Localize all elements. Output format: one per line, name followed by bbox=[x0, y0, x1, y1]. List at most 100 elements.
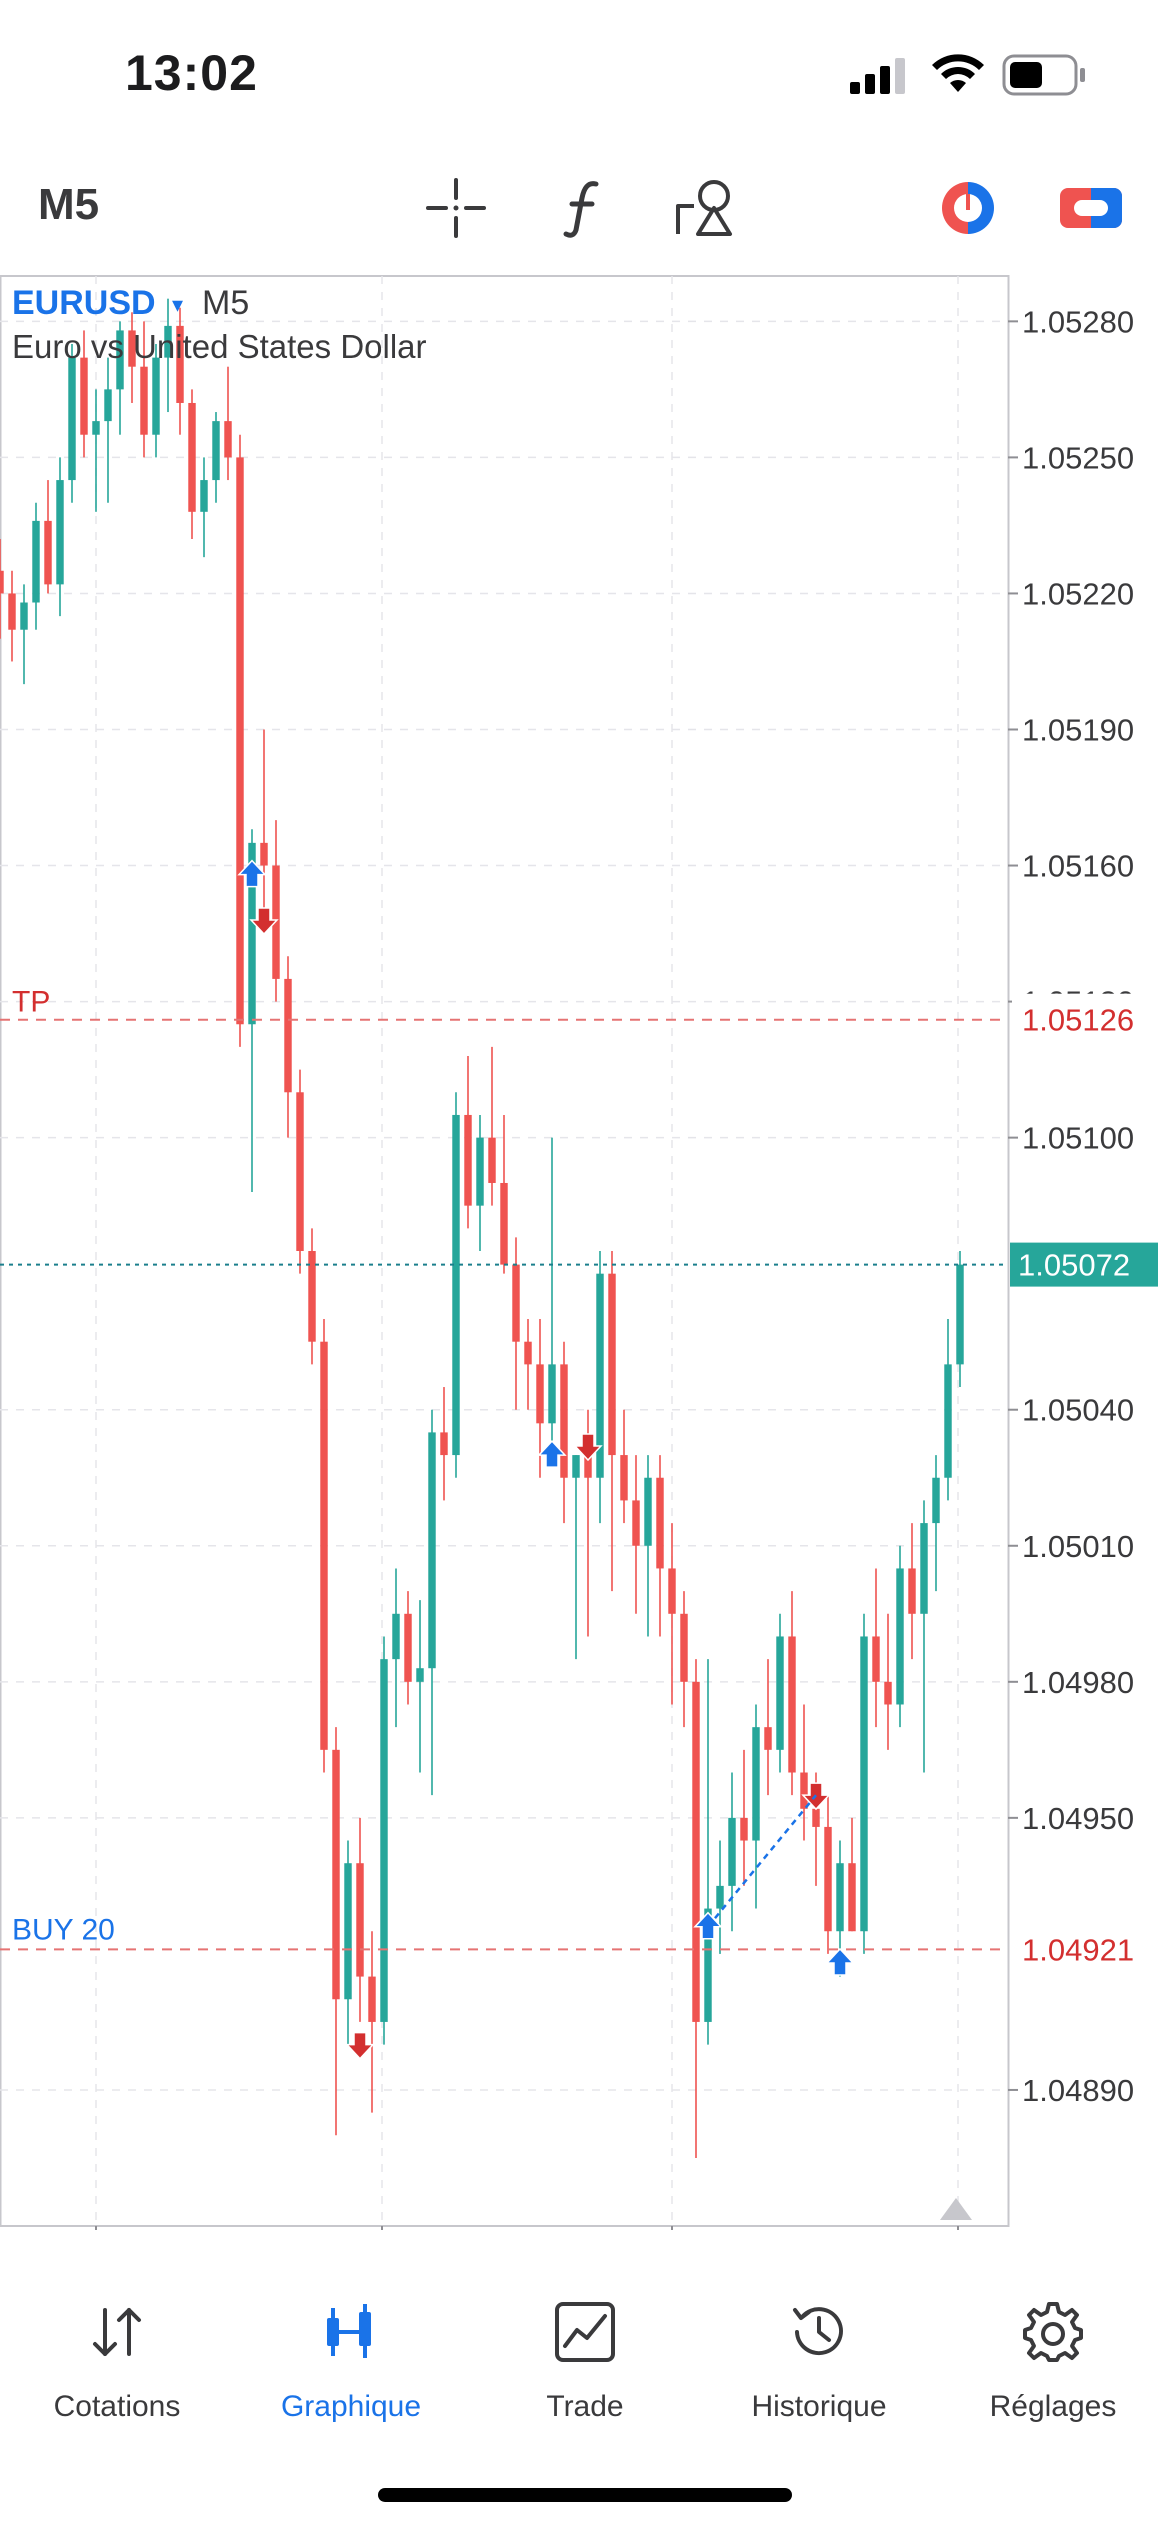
y-tick-label: 1.04980 bbox=[1022, 1665, 1134, 1700]
candle-body bbox=[200, 480, 208, 512]
candle-body bbox=[248, 842, 256, 1025]
candlestick-chart[interactable]: 1.05280 1.05250 1.05220 1.05190 1.05160 1.051… bbox=[0, 274, 1170, 2230]
chart-symbol[interactable]: EURUSD bbox=[12, 284, 156, 322]
price-chart[interactable]: 1.05280 1.05250 1.05220 1.05190 1.05160 1.051… bbox=[0, 274, 1170, 2230]
candle-body bbox=[764, 1727, 772, 1750]
candle-body bbox=[548, 1364, 556, 1424]
candle-body bbox=[884, 1681, 892, 1705]
candle-body bbox=[956, 1264, 964, 1365]
candle-body bbox=[476, 1137, 484, 1206]
y-tick-label: 1.05250 bbox=[1022, 440, 1134, 475]
tab-trade-label: Trade bbox=[546, 2390, 624, 2423]
candle-body bbox=[116, 330, 124, 390]
tab-quotes[interactable]: Cotations bbox=[0, 2270, 234, 2440]
candle-body bbox=[500, 1182, 508, 1265]
candle-body bbox=[452, 1114, 460, 1456]
timeframe-selector[interactable]: M5 bbox=[38, 180, 100, 229]
candle-body bbox=[176, 325, 184, 403]
candle-body bbox=[632, 1500, 640, 1546]
candle-body bbox=[56, 480, 64, 585]
tab-history[interactable]: Historique bbox=[702, 2270, 936, 2440]
candle-body bbox=[620, 1455, 628, 1501]
candle-body bbox=[644, 1477, 652, 1546]
candle-body bbox=[0, 570, 4, 594]
candle-body bbox=[692, 1681, 700, 2022]
home-indicator bbox=[378, 2488, 792, 2502]
candle-body bbox=[8, 593, 16, 630]
candle-body bbox=[560, 1364, 568, 1478]
indicators-icon[interactable] bbox=[552, 176, 616, 240]
candle-body bbox=[668, 1568, 676, 1614]
y-tick-label: 1.05160 bbox=[1022, 849, 1134, 884]
chart-toolbar: M5 bbox=[0, 160, 1170, 270]
candle-body bbox=[464, 1114, 472, 1206]
objects-icon[interactable] bbox=[672, 176, 742, 240]
tab-settings-label: Réglages bbox=[989, 2390, 1117, 2423]
bottom-tab-bar: Cotations Graphique Trade Historique Ré bbox=[0, 2270, 1170, 2440]
candle-body bbox=[188, 402, 196, 512]
chart-symbol-description: Euro vs United States Dollar bbox=[12, 328, 427, 365]
candle-body bbox=[608, 1273, 616, 1456]
candle-body bbox=[728, 1817, 736, 1886]
account-toggle-icon[interactable] bbox=[1058, 176, 1124, 240]
candle-body bbox=[740, 1817, 748, 1841]
crosshair-icon[interactable] bbox=[424, 176, 488, 240]
candle-body bbox=[92, 421, 100, 435]
candle-body bbox=[320, 1341, 328, 1750]
wifi-icon bbox=[932, 54, 984, 92]
candle-body bbox=[152, 357, 160, 435]
candle-body bbox=[392, 1613, 400, 1660]
one-click-trading-icon[interactable] bbox=[936, 176, 1000, 240]
candle-body bbox=[68, 357, 76, 481]
battery-icon bbox=[1002, 54, 1085, 96]
candle-body bbox=[716, 1885, 724, 1909]
candle-body bbox=[836, 1863, 844, 1932]
candle-body bbox=[656, 1477, 664, 1569]
sell-trade-arrow-icon bbox=[249, 907, 279, 936]
y-tick-label: 1.05010 bbox=[1022, 1529, 1134, 1564]
trade-connector-line bbox=[707, 1794, 817, 1928]
candle-body bbox=[872, 1636, 880, 1682]
candle-body bbox=[356, 1863, 364, 1977]
symbol-dropdown-caret[interactable]: ▾ bbox=[172, 292, 184, 317]
candle-body bbox=[860, 1636, 868, 1932]
chart-shift-triangle-icon[interactable] bbox=[940, 2198, 972, 2220]
candle-body bbox=[104, 389, 112, 422]
tp-price-tag-bg bbox=[1012, 993, 1170, 1042]
quotes-arrows-icon bbox=[93, 2308, 141, 2356]
candle-body bbox=[404, 1613, 412, 1682]
tab-chart[interactable]: Graphique bbox=[234, 2270, 468, 2440]
candle-body bbox=[44, 520, 52, 585]
candle-body bbox=[272, 865, 280, 979]
take-profit-price-label: 1.05126 bbox=[1022, 1003, 1134, 1038]
status-time: 13:02 bbox=[125, 45, 258, 101]
candle-body bbox=[704, 1908, 712, 2022]
candle-body bbox=[32, 520, 40, 603]
tab-chart-label: Graphique bbox=[280, 2390, 422, 2423]
take-profit-label: TP bbox=[12, 986, 50, 1019]
candle-body bbox=[236, 457, 244, 1025]
y-tick-label: 1.05220 bbox=[1022, 576, 1134, 611]
tab-trade[interactable]: Trade bbox=[468, 2270, 702, 2440]
history-clock-icon bbox=[793, 2307, 843, 2356]
candle-body bbox=[260, 842, 268, 866]
candle-body bbox=[524, 1341, 532, 1365]
candle-body bbox=[128, 330, 136, 367]
candle-body bbox=[368, 1976, 376, 2022]
buy-trade-arrow-icon bbox=[825, 1947, 855, 1976]
candle-body bbox=[584, 1455, 592, 1478]
tab-quotes-label: Cotations bbox=[53, 2390, 181, 2423]
candlestick-icon bbox=[327, 2304, 371, 2358]
candle-body bbox=[440, 1432, 448, 1456]
candle-body bbox=[20, 602, 28, 630]
y-tick-label: 1.05100 bbox=[1022, 1121, 1134, 1156]
tab-settings[interactable]: Réglages bbox=[936, 2270, 1170, 2440]
candle-body bbox=[896, 1568, 904, 1705]
candle-body bbox=[380, 1659, 388, 2022]
candle-body bbox=[512, 1264, 520, 1342]
trade-chart-icon bbox=[555, 2302, 615, 2362]
candle-body bbox=[788, 1636, 796, 1773]
y-tick-label: 1.05040 bbox=[1022, 1393, 1134, 1428]
buy-price-tag-bg bbox=[1012, 1923, 1170, 1972]
candle-body bbox=[488, 1137, 496, 1183]
